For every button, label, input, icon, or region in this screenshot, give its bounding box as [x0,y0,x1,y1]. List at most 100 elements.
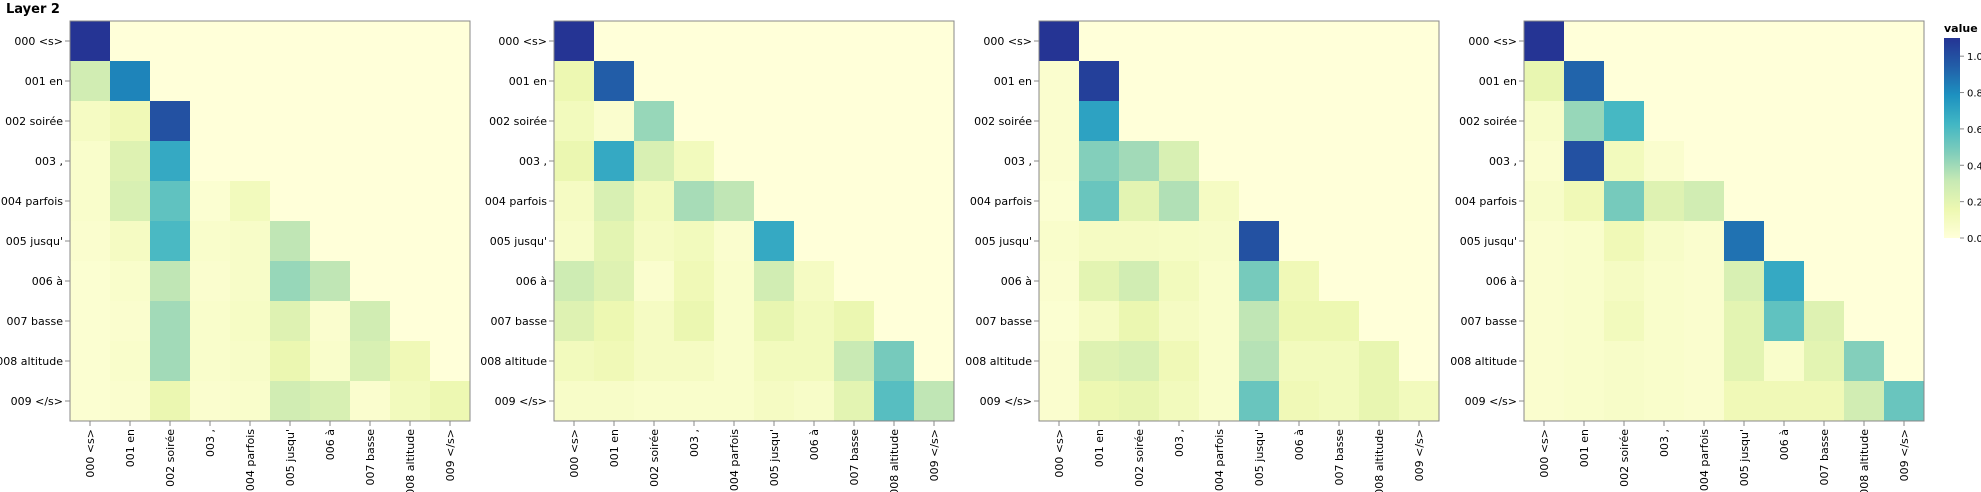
heatmap-cell [1684,301,1725,342]
heatmap-cell [754,61,795,102]
heatmap-cell [1604,301,1645,342]
heatmap-cell [1524,21,1565,62]
heatmap-cell [754,21,795,62]
heatmap-cell [1359,261,1400,302]
heatmap-cell [1239,221,1280,262]
heatmap-cell [1564,221,1605,262]
x-tick-label: 003 , [1658,429,1671,457]
heatmap-cell [1079,181,1120,222]
heatmap-cell [674,341,715,382]
heatmap-cell [110,221,151,262]
heatmap-cell [834,381,875,422]
heatmap-cell [1844,221,1885,262]
heatmap-cell [1319,301,1360,342]
heatmap-cell [794,101,835,142]
heatmap-cell [1524,181,1565,222]
heatmap-cell [1764,141,1805,182]
heatmap-cell [1119,261,1160,302]
heatmap-cell [1319,381,1360,422]
y-tick-label: 001 en [1479,75,1517,88]
heatmap-cell [1644,301,1685,342]
heatmap-cell [674,61,715,102]
heatmap-cell [1764,101,1805,142]
plot-frame [1038,20,1440,422]
heatmap-cell [1359,181,1400,222]
heatmap-cell [70,21,111,62]
heatmap-cell [1604,101,1645,142]
heatmap-cell [1399,101,1440,142]
heatmap-cell [1524,261,1565,302]
heatmap-cell [1764,181,1805,222]
heatmap-cell [1239,261,1280,302]
x-tick-label: 007 basse [848,429,861,486]
heatmap-cell [310,261,351,302]
heatmap-cell [1604,141,1645,182]
heatmap-cell [1564,141,1605,182]
heatmap-cell [430,141,471,182]
heatmap-cell [1399,141,1440,182]
heatmap-cell [874,61,915,102]
heatmap-cell [1644,341,1685,382]
heatmap-cell [714,301,755,342]
heatmap-cell [270,101,311,142]
heatmap-cell [1119,101,1160,142]
heatmap-cell [190,181,231,222]
heatmap-cell [754,381,795,422]
heatmap-cell [110,301,151,342]
heatmap-cell [350,101,391,142]
heatmap-cell [674,101,715,142]
heatmap-cell [1804,301,1845,342]
heatmap-cell [430,21,471,62]
heatmap-cell [1199,261,1240,302]
heatmap-cell [1644,61,1685,102]
heatmap-cell [914,381,955,422]
x-tick-label: 006 à [808,429,821,460]
heatmap-cell [1604,221,1645,262]
heatmap-cell [834,221,875,262]
heatmap-cell [1239,181,1280,222]
heatmap-cell [594,61,635,102]
heatmap-cell [674,261,715,302]
heatmap-cell [1039,141,1080,182]
heatmap-cell [110,181,151,222]
heatmap-cell [1724,181,1765,222]
y-tick-label: 005 jusqu' [1460,235,1517,248]
heatmap-cell [554,261,595,302]
x-tick-label: 004 parfois [1698,429,1711,491]
y-tick-label: 001 en [994,75,1032,88]
heatmap-cell [1724,341,1765,382]
x-tick-label: 007 basse [1333,429,1346,486]
heatmap-cell [310,181,351,222]
heatmap-cell [1359,301,1400,342]
heatmap-cell [1399,21,1440,62]
heatmap-cell [594,101,635,142]
heatmap-cell [754,181,795,222]
heatmap-cell [1684,181,1725,222]
heatmap-cell [390,181,431,222]
heatmap-cell [594,181,635,222]
legend: value 1.0 0.8 0.6 0.4 0.2 0.0 [1944,22,1981,245]
heatmap-cell [1119,61,1160,102]
y-tick-label: 003 , [1004,155,1032,168]
heatmap-cell [1644,141,1685,182]
x-tick-label: 002 soirée [164,429,177,487]
heatmap-cell [430,381,471,422]
heatmap-cell [1724,301,1765,342]
heatmap-cell [1644,381,1685,422]
heatmap-cell [310,21,351,62]
x-tick-label: 008 altitude [888,429,901,492]
heatmap-cell [1279,21,1320,62]
heatmap-cell [230,101,271,142]
heatmap-cell [1359,61,1400,102]
heatmap-cell [70,101,111,142]
legend-color-ramp [1944,38,1960,238]
heatmap-cell [230,141,271,182]
heatmap-cell [230,261,271,302]
heatmap-cell [1844,141,1885,182]
y-tick-label: 009 </s> [11,395,63,408]
heatmap-cell [150,61,191,102]
heatmap-cell [1199,301,1240,342]
heatmap-cell [594,221,635,262]
heatmap-cell [110,381,151,422]
heatmap-cell [794,141,835,182]
